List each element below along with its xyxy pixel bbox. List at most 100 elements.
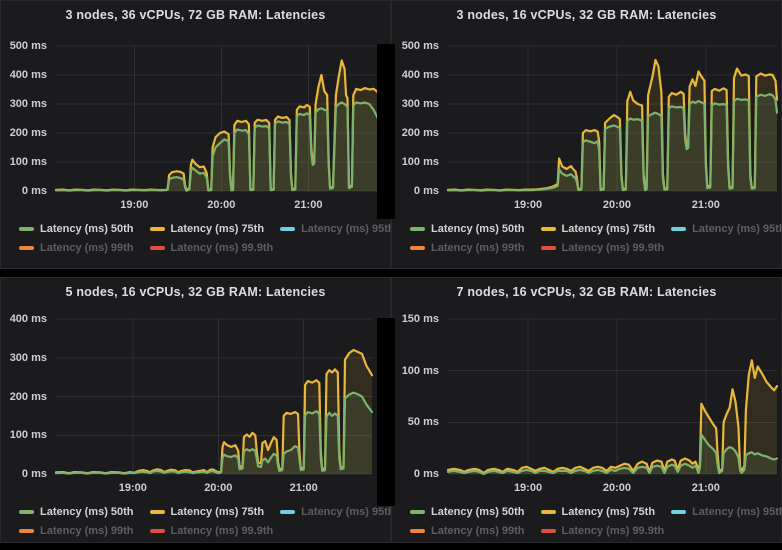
x-axis-tick-label: 20:00: [602, 482, 631, 494]
panel-title[interactable]: 3 nodes, 36 vCPUs, 72 GB RAM: Latencies: [65, 8, 326, 22]
legend: Latency (ms) 50th Latency (ms) 75th Latenc…: [410, 219, 782, 257]
y-axis-tick-label: 500 ms: [401, 40, 439, 52]
legend-item-3[interactable]: Latency (ms) 99th: [410, 525, 525, 537]
legend-row: Latency (ms) 99th Latency (ms) 99.9th: [410, 238, 775, 257]
legend-item-2[interactable]: Latency (ms) 95th: [280, 506, 395, 518]
legend-row: Latency (ms) 50th Latency (ms) 75th Latenc…: [410, 219, 782, 238]
y-axis-tick-label: 500 ms: [9, 40, 47, 52]
legend-swatch-icon: [280, 226, 296, 231]
legend-item-2[interactable]: Latency (ms) 95th: [671, 223, 782, 235]
bottom-gap: [0, 543, 782, 550]
legend-item-0[interactable]: Latency (ms) 50th: [410, 223, 525, 235]
legend-item-0[interactable]: Latency (ms) 50th: [410, 506, 525, 518]
legend-label: Latency (ms) 99.9th: [561, 524, 665, 537]
series-fill: [448, 94, 777, 191]
legend-row: Latency (ms) 50th Latency (ms) 75th Latenc…: [410, 502, 782, 521]
series-line: [54, 391, 374, 475]
legend-swatch-icon: [671, 226, 687, 231]
stitch-gap-bottom: [377, 318, 395, 506]
y-axis-tick-label: 0 ms: [413, 185, 439, 197]
y-axis-tick-label: 0 ms: [21, 185, 47, 197]
legend-label: Latency (ms) 99.9th: [170, 524, 274, 537]
legend-swatch-icon: [19, 226, 34, 231]
panel-3-nodes-36-vcpus: 3 nodes, 36 vCPUs, 72 GB RAM: Latencies …: [0, 0, 395, 269]
legend-item-3[interactable]: Latency (ms) 99th: [19, 525, 134, 537]
legend-item-2[interactable]: Latency (ms) 95th: [671, 506, 782, 518]
panel-title[interactable]: 5 nodes, 16 vCPUs, 32 GB RAM: Latencies: [65, 285, 326, 299]
legend-item-3[interactable]: Latency (ms) 99th: [410, 242, 525, 254]
y-axis-tick-label: 300 ms: [9, 351, 47, 364]
panel-title[interactable]: 7 nodes, 16 vCPUs, 32 GB RAM: Latencies: [456, 285, 717, 299]
y-axis-tick-label: 200 ms: [9, 127, 47, 139]
legend-label: Latency (ms) 99.9th: [170, 241, 274, 254]
panel-7-nodes-16-vcpus: 7 nodes, 16 vCPUs, 32 GB RAM: Latencies …: [391, 277, 782, 543]
y-axis-tick-label: 150 ms: [401, 313, 439, 325]
legend-item-4[interactable]: Latency (ms) 99.9th: [540, 524, 665, 537]
legend-item-0[interactable]: Latency (ms) 50th: [19, 506, 134, 518]
legend: Latency (ms) 50th Latency (ms) 75th Latenc…: [410, 502, 782, 540]
legend-label: Latency (ms) 75th: [561, 505, 656, 518]
legend-swatch-icon: [19, 528, 34, 533]
legend-label: Latency (ms) 50th: [40, 505, 134, 518]
x-axis-tick-label: 21:00: [691, 199, 720, 211]
legend-item-4[interactable]: Latency (ms) 99.9th: [149, 524, 274, 537]
legend-label: Latency (ms) 75th: [561, 222, 656, 235]
plot-area[interactable]: 0 ms 100 ms 200 ms 300 ms 400 ms 500 ms 19:00 2…: [1, 1, 390, 268]
legend-item-1[interactable]: Latency (ms) 75th: [540, 222, 656, 235]
legend-item-1[interactable]: Latency (ms) 75th: [149, 222, 265, 235]
series-fill: [56, 350, 372, 474]
y-axis-tick-label: 300 ms: [401, 98, 439, 110]
x-axis-tick-label: 19:00: [118, 482, 147, 494]
legend-label: Latency (ms) 75th: [170, 505, 265, 518]
legend-row: Latency (ms) 99th Latency (ms) 99.9th: [19, 521, 384, 540]
plot-area[interactable]: 0 ms 50 ms 100 ms 150 ms 19:00 20:00 21:00: [392, 278, 781, 542]
y-axis-tick-label: 100 ms: [401, 364, 439, 377]
legend-swatch-icon: [149, 509, 165, 514]
series-line: [54, 348, 374, 475]
legend-row: Latency (ms) 99th Latency (ms) 99.9th: [19, 238, 384, 257]
legend-swatch-icon: [540, 226, 556, 231]
legend-swatch-icon: [280, 509, 296, 514]
y-axis-tick-label: 0 ms: [413, 468, 439, 480]
legend-swatch-icon: [149, 245, 165, 250]
series-line: [446, 92, 779, 192]
legend-row: Latency (ms) 99th Latency (ms) 99.9th: [410, 521, 775, 540]
y-axis-tick-label: 200 ms: [401, 127, 439, 139]
legend-item-4[interactable]: Latency (ms) 99.9th: [540, 242, 664, 254]
series-fill: [56, 60, 378, 191]
legend: Latency (ms) 50th Latency (ms) 75th Latenc…: [19, 219, 395, 257]
y-axis-tick-label: 400 ms: [9, 69, 47, 81]
legend-item-0[interactable]: Latency (ms) 50th: [19, 223, 134, 235]
legend-label: Latency (ms) 99th: [40, 241, 134, 254]
chart-canvas: [54, 318, 374, 475]
legend-swatch-icon: [19, 509, 34, 514]
legend-item-3[interactable]: Latency (ms) 99th: [19, 242, 134, 254]
legend-label: Latency (ms) 95th: [692, 222, 782, 235]
x-axis-tick-label: 20:00: [602, 199, 631, 211]
legend-item-4[interactable]: Latency (ms) 99.9th: [149, 241, 274, 254]
legend-item-1[interactable]: Latency (ms) 75th: [540, 505, 656, 518]
panel-5-nodes-16-vcpus: 5 nodes, 16 vCPUs, 32 GB RAM: Latencies …: [0, 277, 395, 543]
legend-swatch-icon: [410, 509, 425, 514]
row-gap: [0, 269, 782, 277]
y-axis-tick-label: 0 ms: [21, 468, 47, 480]
x-axis-tick-label: 21:00: [691, 482, 720, 494]
legend-item-1[interactable]: Latency (ms) 75th: [149, 505, 265, 518]
x-axis-tick-label: 19:00: [513, 199, 543, 211]
legend-label: Latency (ms) 75th: [170, 222, 265, 235]
panel-title[interactable]: 3 nodes, 16 vCPUs, 32 GB RAM: Latencies: [456, 8, 717, 22]
legend-label: Latency (ms) 99th: [431, 524, 525, 537]
plot-area[interactable]: 0 ms 100 ms 200 ms 300 ms 400 ms 500 ms 19:00 2…: [392, 1, 781, 268]
legend-swatch-icon: [410, 528, 425, 533]
plot-area[interactable]: 0 ms 100 ms 200 ms 300 ms 400 ms 19:00 20:00 21…: [1, 278, 390, 542]
legend-swatch-icon: [149, 528, 165, 533]
legend-swatch-icon: [540, 245, 556, 250]
series-line: [446, 359, 779, 475]
legend-item-2[interactable]: Latency (ms) 95th: [280, 223, 395, 235]
legend-row: Latency (ms) 50th Latency (ms) 75th Latenc…: [19, 219, 395, 238]
x-axis-tick-label: 19:00: [513, 482, 543, 494]
y-axis-tick-label: 400 ms: [9, 313, 47, 325]
x-axis-tick-label: 20:00: [204, 482, 233, 494]
series-fill: [448, 434, 777, 474]
